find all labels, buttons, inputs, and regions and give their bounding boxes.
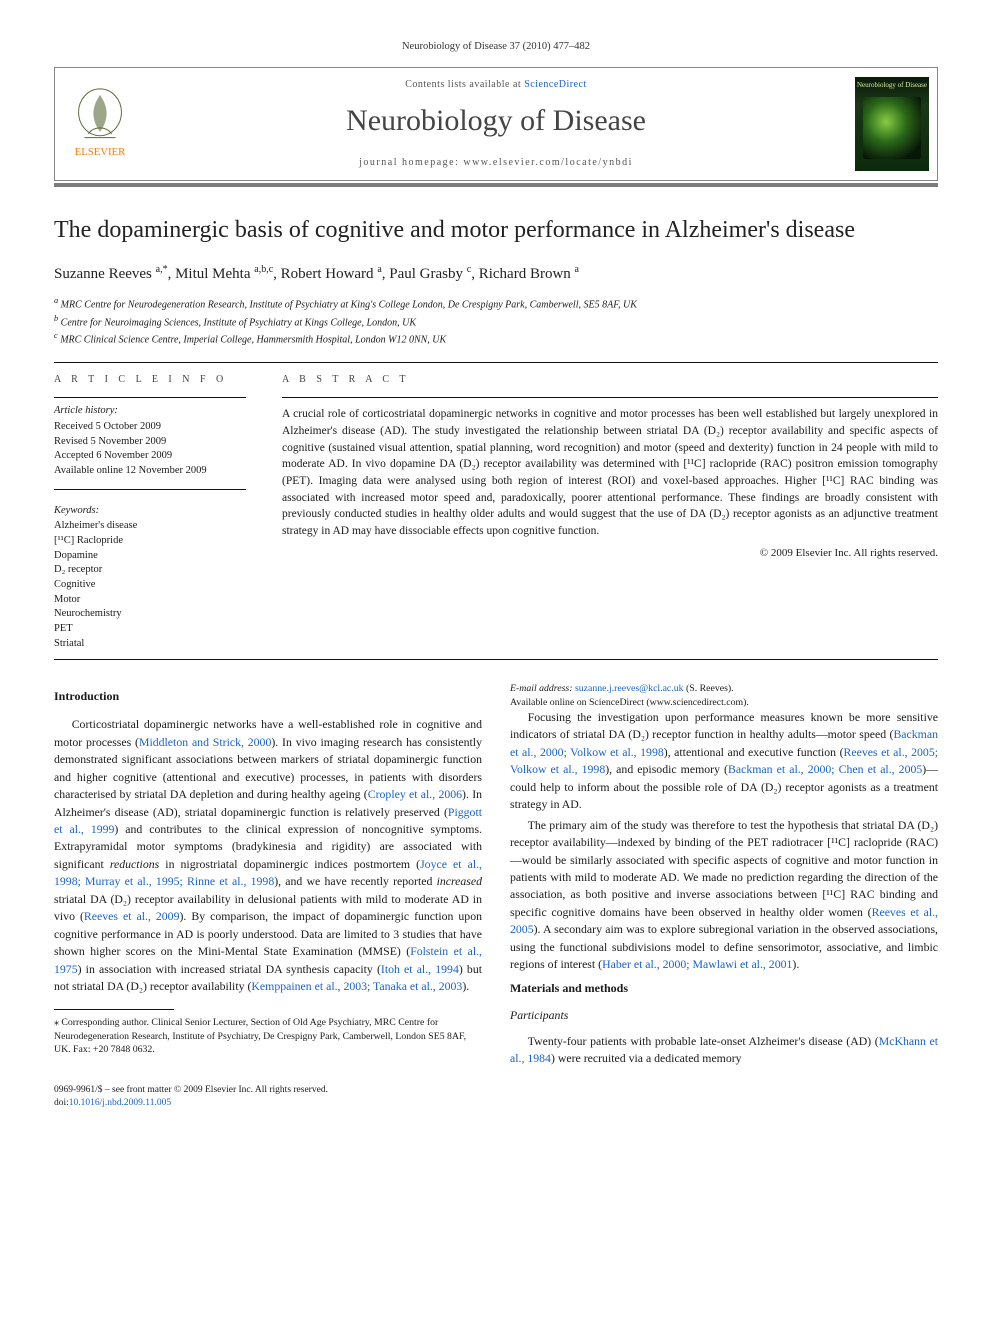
journal-header-block: ELSEVIER Contents lists available at Sci… (54, 67, 938, 181)
journal-name: Neurobiology of Disease (153, 100, 839, 142)
publisher-logo: ELSEVIER (55, 68, 145, 180)
article-title: The dopaminergic basis of cognitive and … (54, 215, 938, 245)
issn-line: 0969-9961/$ – see front matter © 2009 El… (54, 1084, 938, 1097)
history-revised: Revised 5 November 2009 (54, 435, 246, 450)
cover-art (863, 97, 921, 159)
rule-above-abstract (54, 362, 938, 363)
cite-link[interactable]: Haber et al., 2000; Mawlawi et al., 2001 (602, 957, 792, 971)
corr-text: ⁎ Corresponding author. Clinical Senior … (54, 1016, 482, 1056)
section-materials: Materials and methods (510, 980, 938, 998)
affiliation-c: MRC Clinical Science Centre, Imperial Co… (60, 335, 446, 346)
cite-link[interactable]: Backman et al., 2000; Chen et al., 2005 (728, 762, 922, 776)
history-accepted: Accepted 6 November 2009 (54, 449, 246, 464)
article-info-label: A R T I C L E I N F O (54, 373, 246, 387)
cite-link[interactable]: Middleton and Strick, 2000 (139, 735, 271, 749)
sciencedirect-link[interactable]: ScienceDirect (524, 79, 587, 90)
abstract-text: A crucial role of corticostriatal dopami… (282, 406, 938, 539)
email-link[interactable]: suzanne.j.reeves@kcl.ac.uk (575, 683, 684, 694)
homepage-line: journal homepage: www.elsevier.com/locat… (153, 156, 839, 170)
homepage-url: www.elsevier.com/locate/ynbdi (463, 157, 632, 168)
cite-link[interactable]: Reeves et al., 2009 (84, 909, 180, 923)
keywords-hdr: Keywords: (54, 504, 246, 519)
affiliation-b: Centre for Neuroimaging Sciences, Instit… (61, 317, 416, 328)
avail-online: Available online on ScienceDirect (www.s… (510, 696, 938, 709)
cite-link[interactable]: Itoh et al., 1994 (381, 962, 459, 976)
email-post: (S. Reeves). (684, 683, 734, 694)
running-head: Neurobiology of Disease 37 (2010) 477–48… (54, 40, 938, 55)
cover-title: Neurobiology of Disease (855, 81, 929, 91)
abstract-rule (282, 397, 938, 398)
author: Mitul Mehta a,b,c (175, 266, 273, 282)
keyword: Striatal (54, 637, 246, 652)
keyword: Alzheimer's disease (54, 519, 246, 534)
author: Suzanne Reeves a,* (54, 266, 168, 282)
intro-para-2: Focusing the investigation upon performa… (510, 709, 938, 814)
keyword: [¹¹C] Raclopride (54, 534, 246, 549)
subsection-participants: Participants (510, 1007, 938, 1024)
cite-link[interactable]: Kemppainen et al., 2003; Tanaka et al., … (251, 979, 462, 993)
journal-cover-thumb: Neurobiology of Disease (847, 68, 937, 180)
contents-line: Contents lists available at ScienceDirec… (153, 78, 839, 92)
body-columns: Introduction Corticostriatal dopaminergi… (54, 682, 938, 1067)
abstract-copyright: © 2009 Elsevier Inc. All rights reserved… (282, 546, 938, 561)
affiliations: a MRC Centre for Neurodegeneration Resea… (54, 295, 938, 348)
keyword: Motor (54, 593, 246, 608)
doi-label: doi: (54, 1098, 69, 1108)
info-rule-2 (54, 489, 246, 490)
author: Paul Grasby c (389, 266, 471, 282)
history-received: Received 5 October 2009 (54, 420, 246, 435)
homepage-prefix: journal homepage: (359, 157, 463, 168)
rule-below-abstract (54, 659, 938, 660)
abstract-label: A B S T R A C T (282, 373, 938, 387)
email-label: E-mail address: (510, 683, 575, 694)
keyword: Dopamine (54, 549, 246, 564)
affiliation-a: MRC Centre for Neurodegeneration Researc… (61, 299, 637, 310)
intro-para-3: The primary aim of the study was therefo… (510, 817, 938, 974)
keyword: PET (54, 622, 246, 637)
info-rule (54, 397, 246, 398)
page-footer: 0969-9961/$ – see front matter © 2009 El… (54, 1084, 938, 1110)
doi-link[interactable]: 10.1016/j.nbd.2009.11.005 (69, 1098, 171, 1108)
cite-link[interactable]: Cropley et al., 2006 (368, 787, 462, 801)
header-rule (54, 183, 938, 187)
participants-para: Twenty-four patients with probable late-… (510, 1033, 938, 1068)
history-online: Available online 12 November 2009 (54, 464, 246, 479)
section-introduction: Introduction (54, 688, 482, 706)
author: Richard Brown a (479, 266, 579, 282)
svg-text:ELSEVIER: ELSEVIER (75, 146, 126, 158)
author-list: Suzanne Reeves a,*, Mitul Mehta a,b,c, R… (54, 263, 938, 285)
keyword: Neurochemistry (54, 607, 246, 622)
keyword: D₂ receptor (54, 563, 246, 578)
intro-para-1: Corticostriatal dopaminergic networks ha… (54, 716, 482, 995)
footnote-rule (54, 1009, 174, 1010)
author: Robert Howard a (281, 266, 382, 282)
contents-prefix: Contents lists available at (405, 79, 524, 90)
keyword: Cognitive (54, 578, 246, 593)
article-history-hdr: Article history: (54, 404, 246, 419)
